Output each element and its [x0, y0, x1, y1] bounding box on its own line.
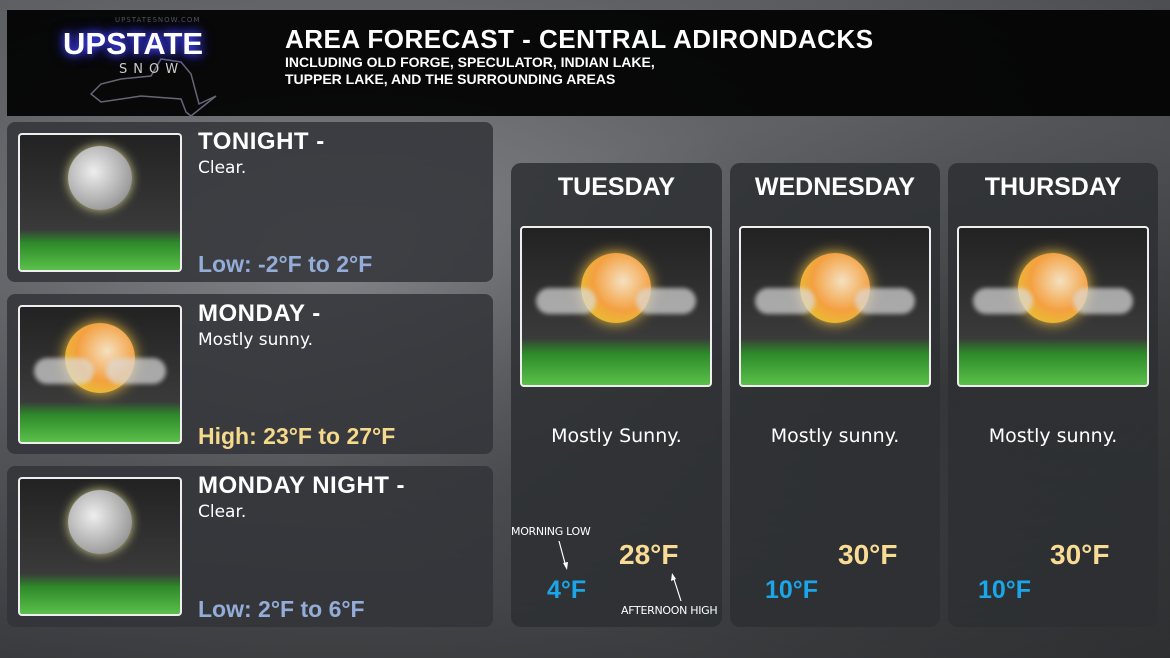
upstate-snow-logo: UPSTATESNOW.COM UPSTATE SNOW — [57, 14, 247, 117]
day-name: WEDNESDAY — [754, 173, 916, 201]
period-temp: High: 23°F to 27°F — [198, 423, 396, 449]
period-desc: Clear. — [198, 158, 247, 178]
morning-low-label: MORNING LOW — [511, 525, 591, 538]
logo-site: UPSTATESNOW.COM — [115, 16, 201, 24]
moon-icon — [18, 477, 182, 616]
new-york-outline-icon — [89, 58, 217, 117]
arrow-down-icon — [558, 541, 568, 570]
partly-sunny-icon — [957, 226, 1149, 387]
afternoon-high-label: AFTERNOON HIGH — [621, 604, 718, 617]
period-desc: Clear. — [198, 502, 247, 522]
day-name: TUESDAY — [557, 173, 676, 201]
period-desc: Mostly sunny. — [198, 330, 313, 350]
period-card-tonight: TONIGHT - Clear. Low: -2°F to 2°F — [7, 122, 493, 282]
day-column-thursday: THURSDAY Mostly sunny. 30°F 10°F — [948, 163, 1158, 627]
subtitle-line-2: TUPPER LAKE, AND THE SURROUNDING AREAS — [285, 71, 616, 87]
page-subtitle: INCLUDING OLD FORGE, SPECULATOR, INDIAN … — [285, 54, 785, 88]
day-high: 28°F — [619, 539, 679, 570]
page-title: AREA FORECAST - CENTRAL ADIRONDACKS — [285, 24, 874, 54]
header-bar: UPSTATESNOW.COM UPSTATE SNOW AREA FORECA… — [7, 10, 1170, 117]
arrow-up-icon — [671, 573, 682, 602]
period-title: MONDAY NIGHT - — [198, 472, 406, 499]
day-high: 30°F — [838, 539, 898, 570]
period-temp: Low: -2°F to 2°F — [198, 251, 373, 277]
day-desc: Mostly sunny. — [770, 425, 900, 447]
partly-sunny-icon — [18, 305, 182, 444]
day-column-wednesday: WEDNESDAY Mostly sunny. 30°F 10°F — [730, 163, 940, 627]
period-card-monday: MONDAY - Mostly sunny. High: 23°F to 27°… — [7, 294, 493, 454]
moon-icon — [18, 133, 182, 272]
day-name: THURSDAY — [984, 173, 1122, 201]
partly-sunny-icon — [520, 226, 712, 387]
partly-sunny-icon — [739, 226, 931, 387]
day-low: 4°F — [547, 576, 587, 604]
logo-sub: SNOW — [119, 62, 185, 77]
period-title: MONDAY - — [198, 300, 321, 327]
period-card-monday-night: MONDAY NIGHT - Clear. Low: 2°F to 6°F — [7, 466, 493, 627]
period-title: TONIGHT - — [198, 128, 325, 155]
day-low: 10°F — [765, 576, 819, 604]
subtitle-line-1: INCLUDING OLD FORGE, SPECULATOR, INDIAN … — [285, 54, 655, 70]
day-column-tuesday: TUESDAY Mostly Sunny. MORNING LOW 28°F 4… — [511, 163, 722, 627]
day-desc: Mostly sunny. — [988, 425, 1118, 447]
day-high: 30°F — [1050, 539, 1110, 570]
logo-main: UPSTATE — [63, 26, 204, 61]
day-low: 10°F — [978, 576, 1032, 604]
day-desc: Mostly Sunny. — [551, 425, 682, 447]
period-temp: Low: 2°F to 6°F — [198, 596, 365, 622]
